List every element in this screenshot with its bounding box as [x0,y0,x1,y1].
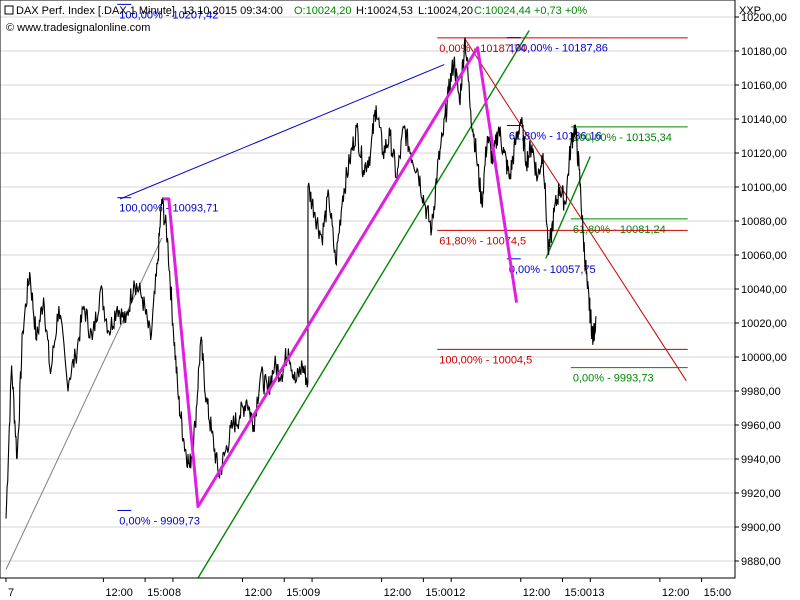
price-series [5,37,597,519]
zigzag-line [163,46,519,509]
fib-level-label: 0,00% - 9909,73 [119,515,200,527]
fib-level-label: 100,00% - 10207,42 [119,9,218,21]
y-tick-label: 10120,00 [741,148,787,160]
x-tick-label: 12:00 [105,587,133,599]
currency-label: XXP [739,5,761,17]
y-tick-label: 10160,00 [741,80,787,92]
zigzag-path [163,46,519,509]
y-tick-label: 10140,00 [741,114,787,126]
price-line [5,37,597,519]
x-tick-label: 12:00 [662,587,690,599]
x-tick-label: 12:00 [384,587,412,599]
y-tick-label: 10180,00 [741,46,787,58]
y-tick-label: 10080,00 [741,216,787,228]
fib-level-label: 61,80% - 10074,5 [439,235,526,247]
fib-level-label: 61,80% - 10136,16 [509,131,602,143]
trendline-blue [119,64,445,200]
x-axis: 7 12:00 15:00 8 12:00 15:00 9 12:00 15:00 12 12:00… [5,578,732,599]
x-tick-label: 8 [175,587,181,599]
trendline-green [545,156,591,259]
website-credit: © www.tradesignalonline.com [6,22,150,34]
x-tick-label: 15:00 [147,587,175,599]
fib-level-label: 100,00% - 10187,86 [509,43,608,55]
x-tick-label: 12:00 [523,587,551,599]
fib-level-label: 0,00% - 9993,73 [573,373,654,385]
x-tick-label: 15:00 [286,587,314,599]
chart-header-close: C:10024,44 +0,73 +0% [474,5,587,17]
y-axis: 9880,00 9900,00 9920,00 9940,00 9960,00 9980,… [735,12,787,568]
y-tick-label: 10040,00 [741,284,787,296]
grid-lines [0,16,735,562]
fib-level-label: 0,00% - 10057,75 [509,264,596,276]
y-tick-label: 9980,00 [741,386,781,398]
y-tick-label: 9960,00 [741,420,781,432]
x-tick-label: 13 [592,587,604,599]
fib-level-label: 100,00% - 10004,5 [439,354,532,366]
chart-header-low: L:10024,20 [418,5,473,17]
x-tick-label: 15:00 [564,587,592,599]
y-tick-label: 9900,00 [741,522,781,534]
chart-header-datetime: 13.10.2015 09:34:00 [182,5,283,17]
x-tick-label: 15:00 [425,587,453,599]
x-tick-label: 9 [314,587,320,599]
x-tick-label: 15:00 [704,587,732,599]
y-tick-label: 10000,00 [741,352,787,364]
trendline-red [464,38,687,382]
y-tick-label: 10060,00 [741,250,787,262]
y-tick-label: 9940,00 [741,454,781,466]
y-tick-label: 10200,00 [741,12,787,24]
fibonacci-levels: 100,00% - 10207,420,00% - 10187,74100,00… [117,3,688,527]
x-tick-label: 12:00 [245,587,273,599]
x-tick-label: 12 [453,587,465,599]
chart-header-open: O:10024,20 [294,5,352,17]
y-tick-label: 9880,00 [741,556,781,568]
y-tick-label: 10100,00 [741,182,787,194]
chart-header-high: H:10024,53 [356,5,413,17]
chart-header-instrument: DAX Perf. Index [.DAX 1 Minute] [16,5,175,17]
fib-level-label: 0,00% - 10187,74 [439,43,526,55]
y-tick-label: 9920,00 [741,488,781,500]
fib-level-label: 100,00% - 10135,34 [573,132,672,144]
y-tick-label: 10020,00 [741,318,787,330]
header-marker-icon [4,5,14,15]
x-tick-label: 7 [8,587,14,599]
trendline-green [197,30,530,579]
